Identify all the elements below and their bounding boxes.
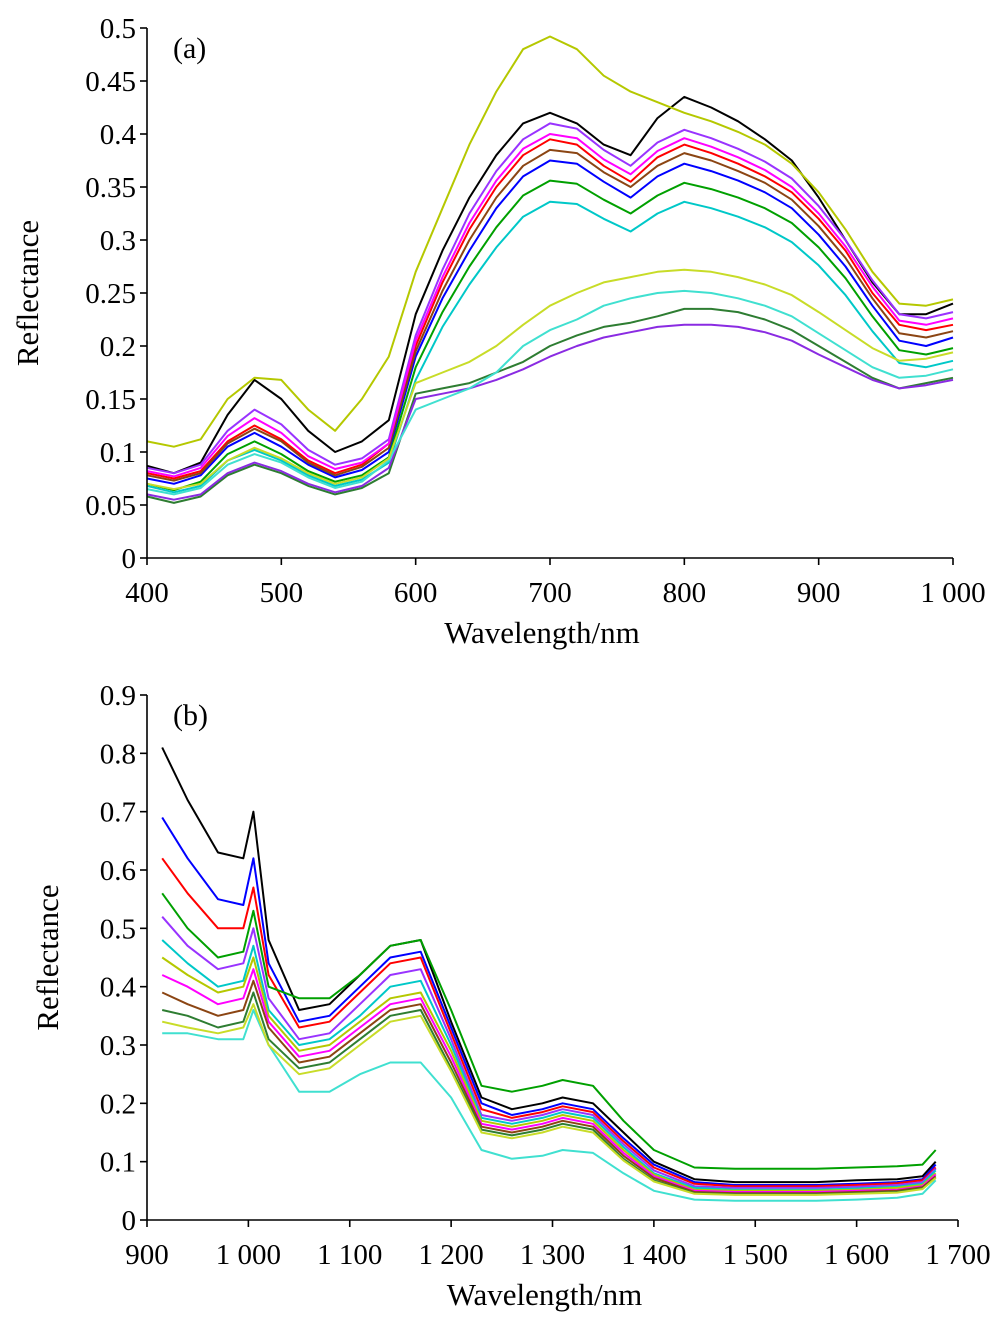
y-tick-label: 0.35 (85, 172, 136, 204)
x-tick-label: 800 (663, 577, 707, 609)
y-axis-title: Reflectance (30, 884, 65, 1030)
y-tick-label: 0.6 (100, 855, 136, 887)
y-tick-label: 0.5 (100, 13, 136, 45)
x-tick-label: 1 000 (920, 577, 985, 609)
y-axis-title: Reflectance (10, 220, 45, 366)
spectral-curves (146, 35, 954, 504)
x-tick-label: 1 400 (621, 1239, 686, 1271)
series-line-5 (161, 916, 937, 1189)
x-axis-title: Wavelength/nm (444, 615, 640, 650)
series-line-12 (146, 289, 954, 496)
series-line-5 (146, 122, 954, 475)
series-line-8 (146, 148, 954, 482)
series-line-2 (161, 816, 937, 1186)
y-tick-label: 0.4 (100, 972, 137, 1004)
series-line-9 (161, 979, 937, 1195)
series-line-13 (146, 268, 954, 491)
y-tick-label: 0 (122, 543, 137, 575)
panel-a-chart: 400 500 600 700 800 900 1 000 0 0.05 0.1 0.15 0.2 0.… (10, 13, 986, 650)
series-line-11 (162, 1009, 937, 1202)
x-tick-label: 1 100 (317, 1239, 382, 1271)
panel-label: (a) (173, 32, 206, 65)
x-tick-label: 600 (394, 577, 438, 609)
y-tick-label: 0.9 (100, 680, 136, 712)
series-line-6 (146, 200, 954, 494)
series-line-3 (146, 159, 954, 485)
x-tick-label: 500 (260, 577, 304, 609)
panel-b-chart: 900 1 000 1 100 1 200 1 300 1 400 1 500 1 600 1 … (30, 680, 991, 1312)
series-line-3 (161, 857, 937, 1188)
y-tick-label: 0.7 (100, 797, 136, 829)
y-tick-label: 0.25 (85, 278, 136, 310)
y-tick-label: 0.45 (85, 66, 136, 98)
x-axis-title: Wavelength/nm (447, 1277, 643, 1312)
y-tick-label: 0.15 (85, 384, 136, 416)
y-tick-label: 0.2 (100, 1088, 136, 1120)
y-tick-label: 0.2 (100, 331, 136, 363)
y-tick-label: 0 (122, 1205, 137, 1237)
x-tick-label: 700 (528, 577, 572, 609)
x-tick-label: 1 500 (723, 1239, 788, 1271)
x-tick-label: 900 (125, 1239, 169, 1271)
panel-label: (b) (173, 699, 208, 732)
series-line-6 (161, 939, 937, 1191)
y-tick-label: 0.4 (100, 119, 137, 151)
y-tick-label: 0.3 (100, 1030, 136, 1062)
x-tick-label: 1 700 (925, 1239, 990, 1271)
x-tick-label: 1 200 (419, 1239, 484, 1271)
x-tick-label: 1 000 (216, 1239, 281, 1271)
x-tick-label: 1 300 (520, 1239, 585, 1271)
series-line-11 (146, 323, 954, 501)
series-line-1 (146, 95, 954, 475)
y-tick-label: 0.8 (100, 738, 136, 770)
series-line-4 (161, 892, 937, 1170)
series-line-1 (161, 747, 937, 1184)
series-line-7 (146, 35, 954, 448)
series-line-10 (146, 307, 954, 504)
y-tick-label: 0.1 (100, 437, 136, 469)
y-tick-label: 0.5 (100, 913, 136, 945)
series-line-10 (161, 991, 937, 1196)
y-tick-label: 0.3 (100, 225, 136, 257)
x-tick-label: 400 (125, 577, 169, 609)
series-line-2 (146, 138, 954, 480)
series-line-4 (146, 179, 954, 492)
series-line-8 (161, 968, 937, 1193)
spectral-curves (161, 747, 937, 1202)
y-tick-label: 0.05 (85, 490, 136, 522)
series-line-7 (161, 956, 937, 1192)
y-tick-label: 0.1 (100, 1147, 136, 1179)
series-line-9 (146, 133, 954, 478)
x-tick-label: 900 (797, 577, 841, 609)
x-tick-label: 1 600 (824, 1239, 889, 1271)
series-line-12 (161, 1003, 937, 1196)
